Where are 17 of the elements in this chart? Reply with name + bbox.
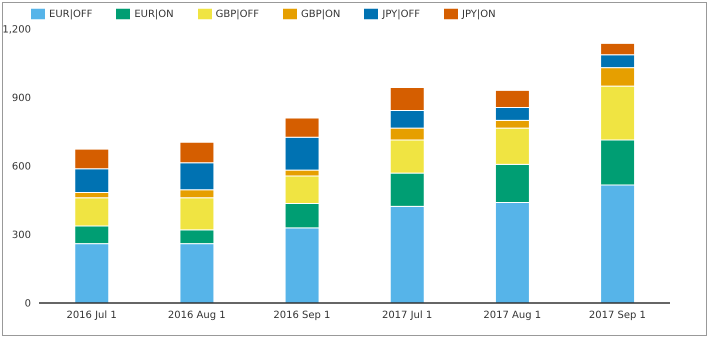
legend-label: EUR|OFF: [49, 8, 92, 20]
legend-label: EUR|ON: [134, 8, 174, 20]
y-tick-label: 900: [12, 93, 31, 104]
x-tick-label: 2017 Jul 1: [382, 310, 432, 322]
legend-label: GBP|OFF: [216, 8, 260, 20]
x-tick-label: 2016 Aug 1: [168, 310, 226, 322]
y-tick-label: 1,200: [2, 24, 31, 36]
y-tick-label: 300: [12, 230, 31, 242]
legend-label: GBP|ON: [301, 8, 340, 20]
y-tick-label: 0: [24, 298, 31, 310]
y-tick-label: 600: [12, 162, 31, 173]
x-tick-label: 2017 Sep 1: [588, 310, 646, 322]
x-tick-label: 2017 Aug 1: [483, 310, 542, 322]
x-tick-label: 2016 Sep 1: [273, 310, 330, 322]
legend-label: JPY|ON: [462, 8, 496, 20]
legend-label: JPY|OFF: [382, 8, 420, 20]
x-tick-label: 2016 Jul 1: [66, 310, 117, 322]
